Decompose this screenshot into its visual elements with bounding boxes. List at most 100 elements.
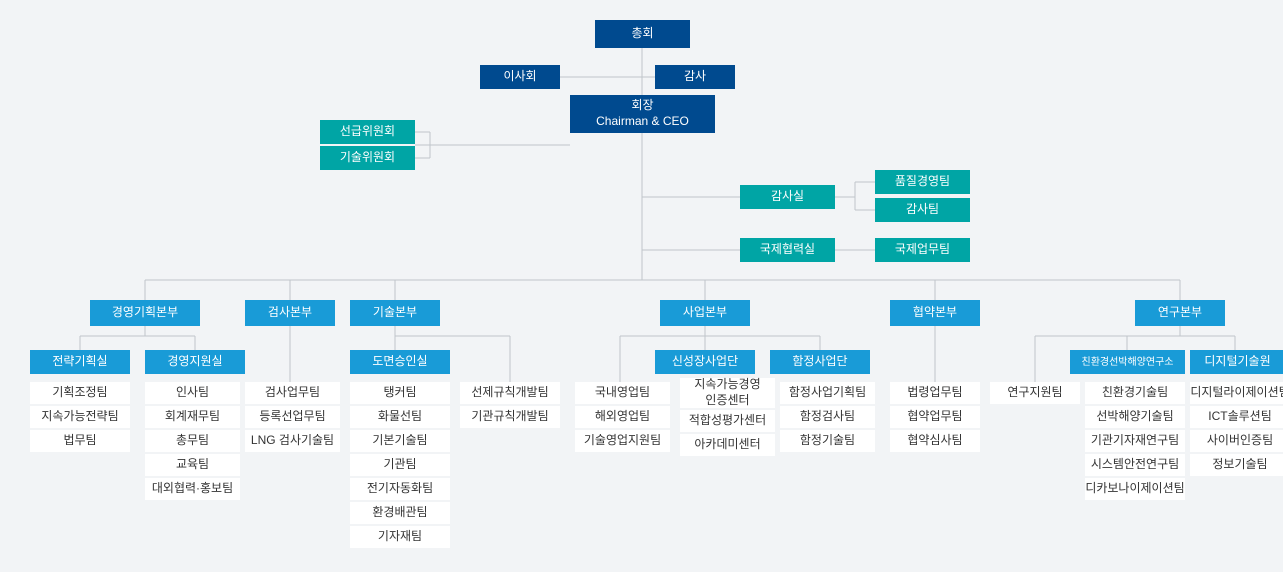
node-label: 이사회 [503,69,536,85]
node-t4a3: 아카데미센터 [680,434,775,456]
node-s4a: 신성장사업단 [655,350,755,374]
node-label: 감사팀 [906,202,939,218]
node-label: 국제협력실 [760,242,815,258]
node-auditor: 감사 [655,65,735,89]
node-label: 도면승인실 [372,354,427,370]
node-t4x1: 국내영업팀 [575,382,670,404]
node-t3a5: 전기자동화팀 [350,478,450,500]
node-audit-team: 감사팀 [875,198,970,222]
node-s3a: 도면승인실 [350,350,450,374]
node-label: 화물선팀 [378,409,422,425]
node-t3a4: 기관팀 [350,454,450,476]
node-t4b3: 함정기술팀 [780,430,875,452]
node-class-comm: 선급위원회 [320,120,415,144]
node-label: 감사실 [771,189,804,205]
node-t3a6: 환경배관팀 [350,502,450,524]
node-label: 회장 Chairman & CEO [596,98,689,129]
node-label: 기관팀 [383,457,416,473]
node-label: 연구지원팀 [1007,385,1062,401]
node-t2b: 등록선업무팀 [245,406,340,428]
node-label: 대외협력·홍보팀 [152,481,233,497]
node-t4x2: 해외영업팀 [575,406,670,428]
node-intl-team: 국제업무팀 [875,238,970,262]
node-label: 아카데미센터 [694,437,760,453]
node-t6a3: 기관기자재연구팀 [1085,430,1185,452]
node-t3b2: 기관규칙개발팀 [460,406,560,428]
node-t4a2: 적합성평가센터 [680,410,775,432]
node-intl-off: 국제협력실 [740,238,835,262]
node-t1b5: 대외협력·홍보팀 [145,478,240,500]
node-label: 감사 [684,69,706,85]
node-label: 선급위원회 [340,124,395,140]
node-t1b1: 인사팀 [145,382,240,404]
node-qm-team: 품질경영팀 [875,170,970,194]
node-t3a7: 기자재팀 [350,526,450,548]
node-t2c: LNG 검사기술팀 [245,430,340,452]
node-d1: 경영기획본부 [90,300,200,326]
node-label: 협약심사팀 [907,433,962,449]
node-t5b: 협약업무팀 [890,406,980,428]
node-d3: 기술본부 [350,300,440,326]
node-t3a1: 탱커팀 [350,382,450,404]
org-chart: 총회이사회 감사회장 Chairman & CEO 선급위원회기술위원회감사실 품질경… [20,20,1263,552]
node-label: 인사팀 [176,385,209,401]
node-label: 함정사업기획팀 [789,385,866,401]
node-s1b: 경영지원실 [145,350,245,374]
node-label: 전략기획실 [52,354,107,370]
node-label: 친환경기술팀 [1102,385,1168,401]
node-label: 협약업무팀 [907,409,962,425]
node-board: 이사회 [480,65,560,89]
node-label: 경영지원실 [167,354,222,370]
node-t6b3: 사이버인증팀 [1190,430,1283,452]
node-s4b: 함정사업단 [770,350,870,374]
node-label: 사업본부 [683,305,727,321]
node-label: 기본기술팀 [372,433,427,449]
node-label: 품질경영팀 [895,174,950,190]
node-label: ICT솔루션팀 [1208,409,1272,425]
node-t6a4: 시스템안전연구팀 [1085,454,1185,476]
node-label: 해외영업팀 [595,409,650,425]
node-s1a: 전략기획실 [30,350,130,374]
node-t6b4: 정보기술팀 [1190,454,1283,476]
node-label: 함정사업단 [792,354,847,370]
node-label: 교육팀 [176,457,209,473]
node-ceo: 회장 Chairman & CEO [570,95,715,133]
node-label: 경영기획본부 [112,305,178,321]
node-audit-off: 감사실 [740,185,835,209]
node-t6x: 연구지원팀 [990,382,1080,404]
node-t6a5: 디카보나이제이션팀 [1085,478,1185,500]
node-label: LNG 검사기술팀 [251,433,334,449]
node-label: 기획조정팀 [52,385,107,401]
node-label: 기관기자재연구팀 [1091,433,1179,449]
node-label: 사이버인증팀 [1207,433,1273,449]
node-label: 함정기술팀 [800,433,855,449]
node-label: 디카보나이제이션팀 [1085,481,1184,497]
node-label: 총무팀 [176,433,209,449]
node-t1a1: 기획조정팀 [30,382,130,404]
node-tech-comm: 기술위원회 [320,146,415,170]
node-label: 기술위원회 [340,150,395,166]
node-s6b: 디지털기술원 [1190,350,1283,374]
node-t6a1: 친환경기술팀 [1085,382,1185,404]
node-label: 적합성평가센터 [689,413,766,429]
node-label: 등록선업무팀 [259,409,325,425]
node-t6b1: 디지털라이제이션팀 [1190,382,1283,404]
node-label: 함정검사팀 [800,409,855,425]
node-t4b2: 함정검사팀 [780,406,875,428]
node-label: 국제업무팀 [895,242,950,258]
node-label: 국내영업팀 [595,385,650,401]
node-d5: 협약본부 [890,300,980,326]
node-d2: 검사본부 [245,300,335,326]
node-t3a3: 기본기술팀 [350,430,450,452]
node-t1b3: 총무팀 [145,430,240,452]
node-t5a: 법령업무팀 [890,382,980,404]
node-label: 총회 [631,26,653,42]
node-label: 협약본부 [913,305,957,321]
node-label: 선제규칙개발팀 [471,385,548,401]
node-label: 환경배관팀 [372,505,427,521]
node-label: 기술영업지원팀 [584,433,661,449]
node-t2a: 검사업무팀 [245,382,340,404]
node-label: 신성장사업단 [672,354,738,370]
node-label: 회계재무팀 [165,409,220,425]
node-t1b2: 회계재무팀 [145,406,240,428]
